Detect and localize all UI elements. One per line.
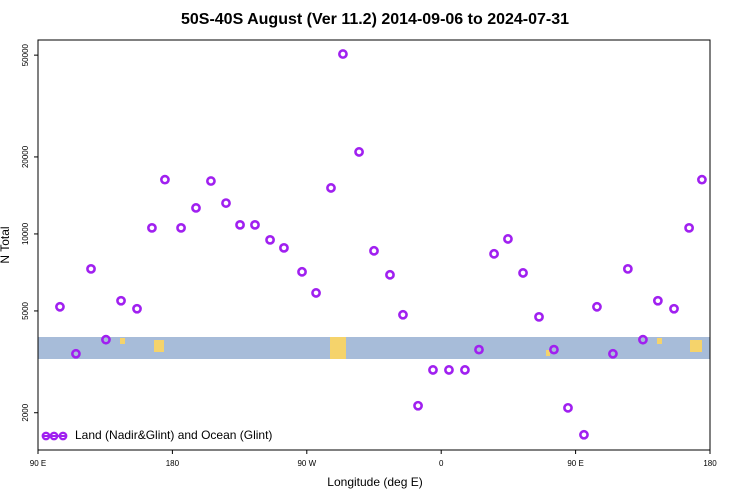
- point: [684, 222, 694, 233]
- point: [608, 348, 618, 359]
- point: [354, 147, 364, 157]
- point: [311, 288, 321, 298]
- point: [579, 429, 589, 440]
- point: [697, 174, 707, 185]
- point: [206, 176, 216, 186]
- point: [250, 219, 260, 230]
- point: [592, 301, 602, 312]
- point: [563, 402, 573, 413]
- x-tick-label: 0: [439, 459, 444, 468]
- point: [385, 269, 395, 280]
- point: [160, 174, 170, 185]
- point: [116, 295, 126, 306]
- point: [101, 334, 111, 345]
- y-tick-label: 10000: [21, 222, 30, 245]
- point: [652, 295, 663, 306]
- x-tick-label: 180: [703, 459, 717, 468]
- point: [55, 301, 65, 312]
- point: [191, 203, 201, 213]
- point: [622, 263, 633, 274]
- point: [534, 311, 544, 322]
- point: [326, 183, 336, 193]
- point: [474, 344, 484, 355]
- land-patch: [330, 337, 346, 359]
- point: [503, 234, 513, 244]
- legend-marker: [41, 431, 51, 441]
- point: [71, 348, 81, 359]
- legend-marker: [49, 431, 59, 441]
- map-strip: [38, 337, 710, 359]
- land-patch: [120, 338, 125, 344]
- y-tick-label: 2000: [21, 403, 30, 421]
- point: [369, 245, 379, 256]
- land-patch: [657, 338, 662, 344]
- legend-label: Land (Nadir&Glint) and Ocean (Glint): [75, 428, 272, 442]
- y-tick-label: 50000: [21, 43, 30, 66]
- point: [86, 263, 96, 274]
- y-tick-label: 5000: [21, 301, 30, 319]
- legend-marker: [58, 431, 68, 441]
- x-tick-label: 90 E: [567, 459, 583, 468]
- point: [338, 49, 348, 59]
- point: [518, 268, 528, 278]
- x-axis-label: Longitude (deg E): [327, 475, 422, 489]
- point: [413, 400, 423, 411]
- point: [489, 248, 499, 259]
- x-tick-label: 90 E: [30, 459, 46, 468]
- point: [221, 198, 231, 208]
- point: [398, 309, 408, 320]
- point: [297, 266, 307, 277]
- x-tick-label: 180: [166, 459, 180, 468]
- point: [147, 222, 157, 233]
- land-patch: [690, 340, 702, 352]
- point: [669, 303, 679, 314]
- point: [638, 334, 648, 345]
- point: [132, 303, 142, 314]
- x-tick-label: 90 W: [297, 459, 316, 468]
- ocean-band: [38, 337, 710, 359]
- point: [549, 344, 559, 355]
- point: [235, 219, 245, 230]
- point: [444, 365, 454, 375]
- point: [279, 242, 289, 253]
- y-axis-label: N Total: [0, 226, 12, 263]
- point: [176, 222, 186, 233]
- point: [265, 234, 275, 245]
- point: [428, 365, 438, 375]
- y-tick-label: 20000: [21, 145, 30, 168]
- land-patch: [154, 340, 164, 352]
- point: [460, 365, 470, 375]
- land-patch: [546, 350, 550, 356]
- chart-title: 50S-40S August (Ver 11.2) 2014-09-06 to …: [181, 11, 569, 28]
- plot-frame: [37, 39, 711, 451]
